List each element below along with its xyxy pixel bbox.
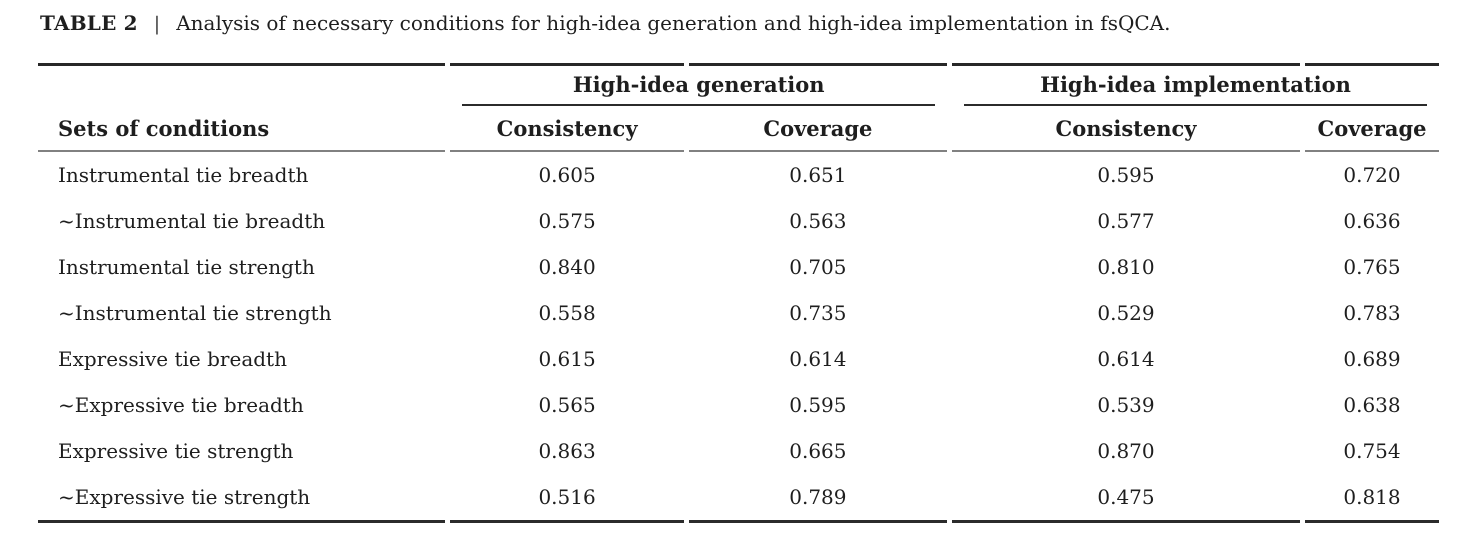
condition-cell: ~Expressive tie strength: [38, 474, 446, 523]
caption-separator: |: [153, 13, 161, 35]
value-cell: 0.575: [538, 209, 596, 233]
value-cell: 0.705: [789, 255, 847, 279]
table-caption: TABLE 2 | Analysis of necessary conditio…: [38, 10, 1439, 37]
table-row: ~Instrumental tie strength 0.558 0.735 0…: [38, 290, 1439, 336]
value-cell: 0.818: [1305, 474, 1439, 523]
value-cell: 0.665: [789, 439, 847, 463]
value-cell: 0.636: [1343, 209, 1401, 233]
condition-cell: Instrumental tie breadth: [58, 163, 309, 187]
value-cell: 0.789: [688, 474, 947, 523]
value-cell: 0.783: [1343, 301, 1401, 325]
header-gen-coverage: Coverage: [688, 106, 947, 152]
value-cell: 0.475: [952, 474, 1300, 523]
table-row: Instrumental tie breadth 0.605 0.651 0.5…: [38, 152, 1439, 198]
value-cell: 0.595: [789, 393, 847, 417]
value-cell: 0.577: [1097, 209, 1155, 233]
value-cell: 0.689: [1343, 347, 1401, 371]
table-row: ~Expressive tie strength 0.516 0.789 0.4…: [38, 474, 1439, 523]
condition-cell: Expressive tie breadth: [58, 347, 287, 371]
necessary-conditions-table: High-idea generation High-idea implement…: [33, 63, 1444, 523]
condition-cell: Instrumental tie strength: [58, 255, 315, 279]
group-implementation-label: High-idea implementation: [964, 68, 1427, 106]
condition-cell: ~Instrumental tie breadth: [58, 209, 326, 233]
value-cell: 0.595: [1097, 163, 1155, 187]
table-row: Expressive tie breadth 0.615 0.614 0.614…: [38, 336, 1439, 382]
value-cell: 0.614: [789, 347, 847, 371]
value-cell: 0.840: [538, 255, 596, 279]
condition-cell: Expressive tie strength: [58, 439, 294, 463]
caption-text: Analysis of necessary conditions for hig…: [176, 11, 1171, 35]
value-cell: 0.754: [1343, 439, 1401, 463]
value-cell: 0.720: [1343, 163, 1401, 187]
value-cell: 0.516: [450, 474, 684, 523]
value-cell: 0.539: [1097, 393, 1155, 417]
value-cell: 0.870: [1097, 439, 1155, 463]
value-cell: 0.651: [789, 163, 847, 187]
header-impl-consistency: Consistency: [952, 106, 1300, 152]
value-cell: 0.638: [1343, 393, 1401, 417]
value-cell: 0.565: [538, 393, 596, 417]
table-row: ~Instrumental tie breadth 0.575 0.563 0.…: [38, 198, 1439, 244]
table-row: Instrumental tie strength 0.840 0.705 0.…: [38, 244, 1439, 290]
condition-cell: ~Expressive tie breadth: [58, 393, 304, 417]
value-cell: 0.605: [538, 163, 596, 187]
header-gen-consistency: Consistency: [450, 106, 684, 152]
value-cell: 0.863: [538, 439, 596, 463]
table-row: ~Expressive tie breadth 0.565 0.595 0.53…: [38, 382, 1439, 428]
condition-cell: ~Instrumental tie strength: [58, 301, 332, 325]
value-cell: 0.735: [789, 301, 847, 325]
table-container: High-idea generation High-idea implement…: [33, 63, 1444, 523]
table-number: TABLE 2: [40, 11, 138, 35]
value-cell: 0.765: [1343, 255, 1401, 279]
value-cell: 0.615: [538, 347, 596, 371]
top-rule: [38, 63, 1439, 66]
paper-table-figure: TABLE 2 | Analysis of necessary conditio…: [33, 10, 1444, 523]
group-spacer: [38, 66, 445, 106]
value-cell: 0.558: [538, 301, 596, 325]
value-cell: 0.614: [1097, 347, 1155, 371]
value-cell: 0.563: [789, 209, 847, 233]
group-generation: High-idea generation: [450, 66, 947, 106]
column-header-row: Sets of conditions Consistency Coverage …: [38, 106, 1439, 152]
value-cell: 0.810: [1097, 255, 1155, 279]
group-generation-label: High-idea generation: [462, 68, 935, 106]
header-impl-coverage: Coverage: [1305, 106, 1439, 152]
header-sets-of-conditions: Sets of conditions: [38, 106, 446, 152]
group-implementation: High-idea implementation: [952, 66, 1439, 106]
value-cell: 0.529: [1097, 301, 1155, 325]
table-row: Expressive tie strength 0.863 0.665 0.87…: [38, 428, 1439, 474]
group-header-row: High-idea generation High-idea implement…: [38, 66, 1439, 106]
